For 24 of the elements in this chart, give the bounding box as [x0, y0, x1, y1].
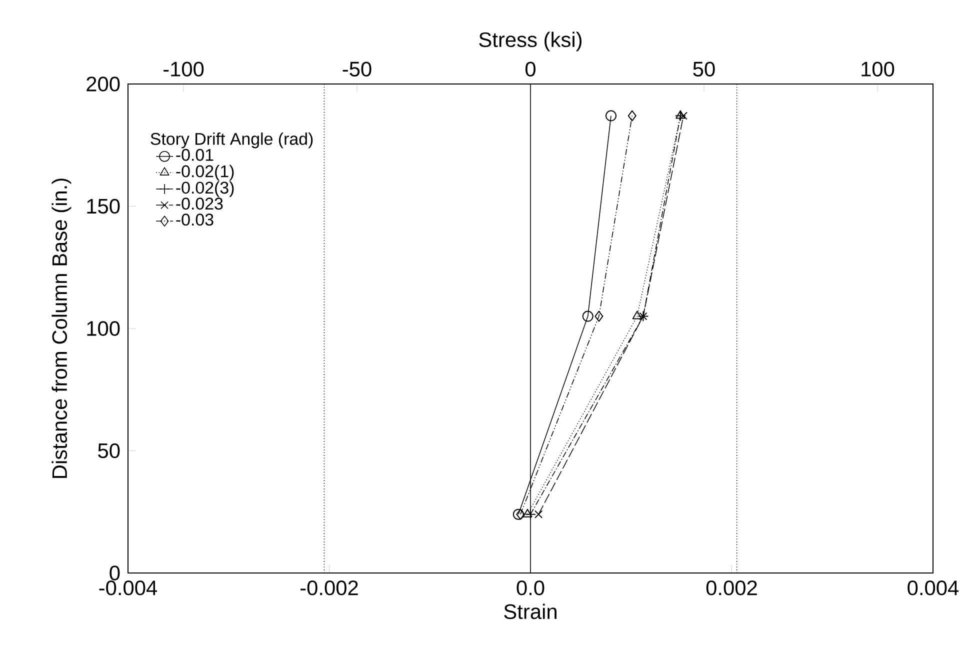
legend-label: -0.03: [176, 214, 214, 226]
x-tick-label: -0.002: [300, 580, 358, 596]
x-tick-label: 0.0: [516, 580, 544, 596]
legend-label: -0.02(1): [176, 164, 234, 181]
y-tick-label: 150: [87, 198, 120, 214]
x2-tick-label: -100: [164, 62, 204, 77]
y-tick-label: 0: [110, 566, 120, 580]
legend-label: -0.01: [176, 148, 214, 161]
x2-tick-label: 50: [693, 62, 715, 77]
x2-tick-label: 0: [526, 62, 536, 77]
y-tick-label: 100: [87, 321, 120, 336]
x-tick-label: 0.002: [706, 580, 757, 596]
x2-tick-label: 100: [862, 62, 894, 77]
x-tick-label: -0.004: [99, 580, 158, 596]
y-tick-label: 200: [86, 76, 120, 92]
y-axis-title: Distance from Column Base (in.): [52, 178, 72, 478]
x-tick-label: 0.004: [908, 580, 959, 596]
y-tick-label: 50: [98, 443, 120, 458]
x-axis-title: Strain: [504, 604, 556, 620]
legend-label: -0.02(3): [176, 181, 234, 198]
x2-tick-label: -50: [342, 62, 372, 77]
legend-label: -0.023: [176, 198, 223, 210]
x2-axis-title: Stress (ksi): [479, 32, 582, 52]
legend-title: Story Drift Angle (rad): [150, 132, 313, 148]
